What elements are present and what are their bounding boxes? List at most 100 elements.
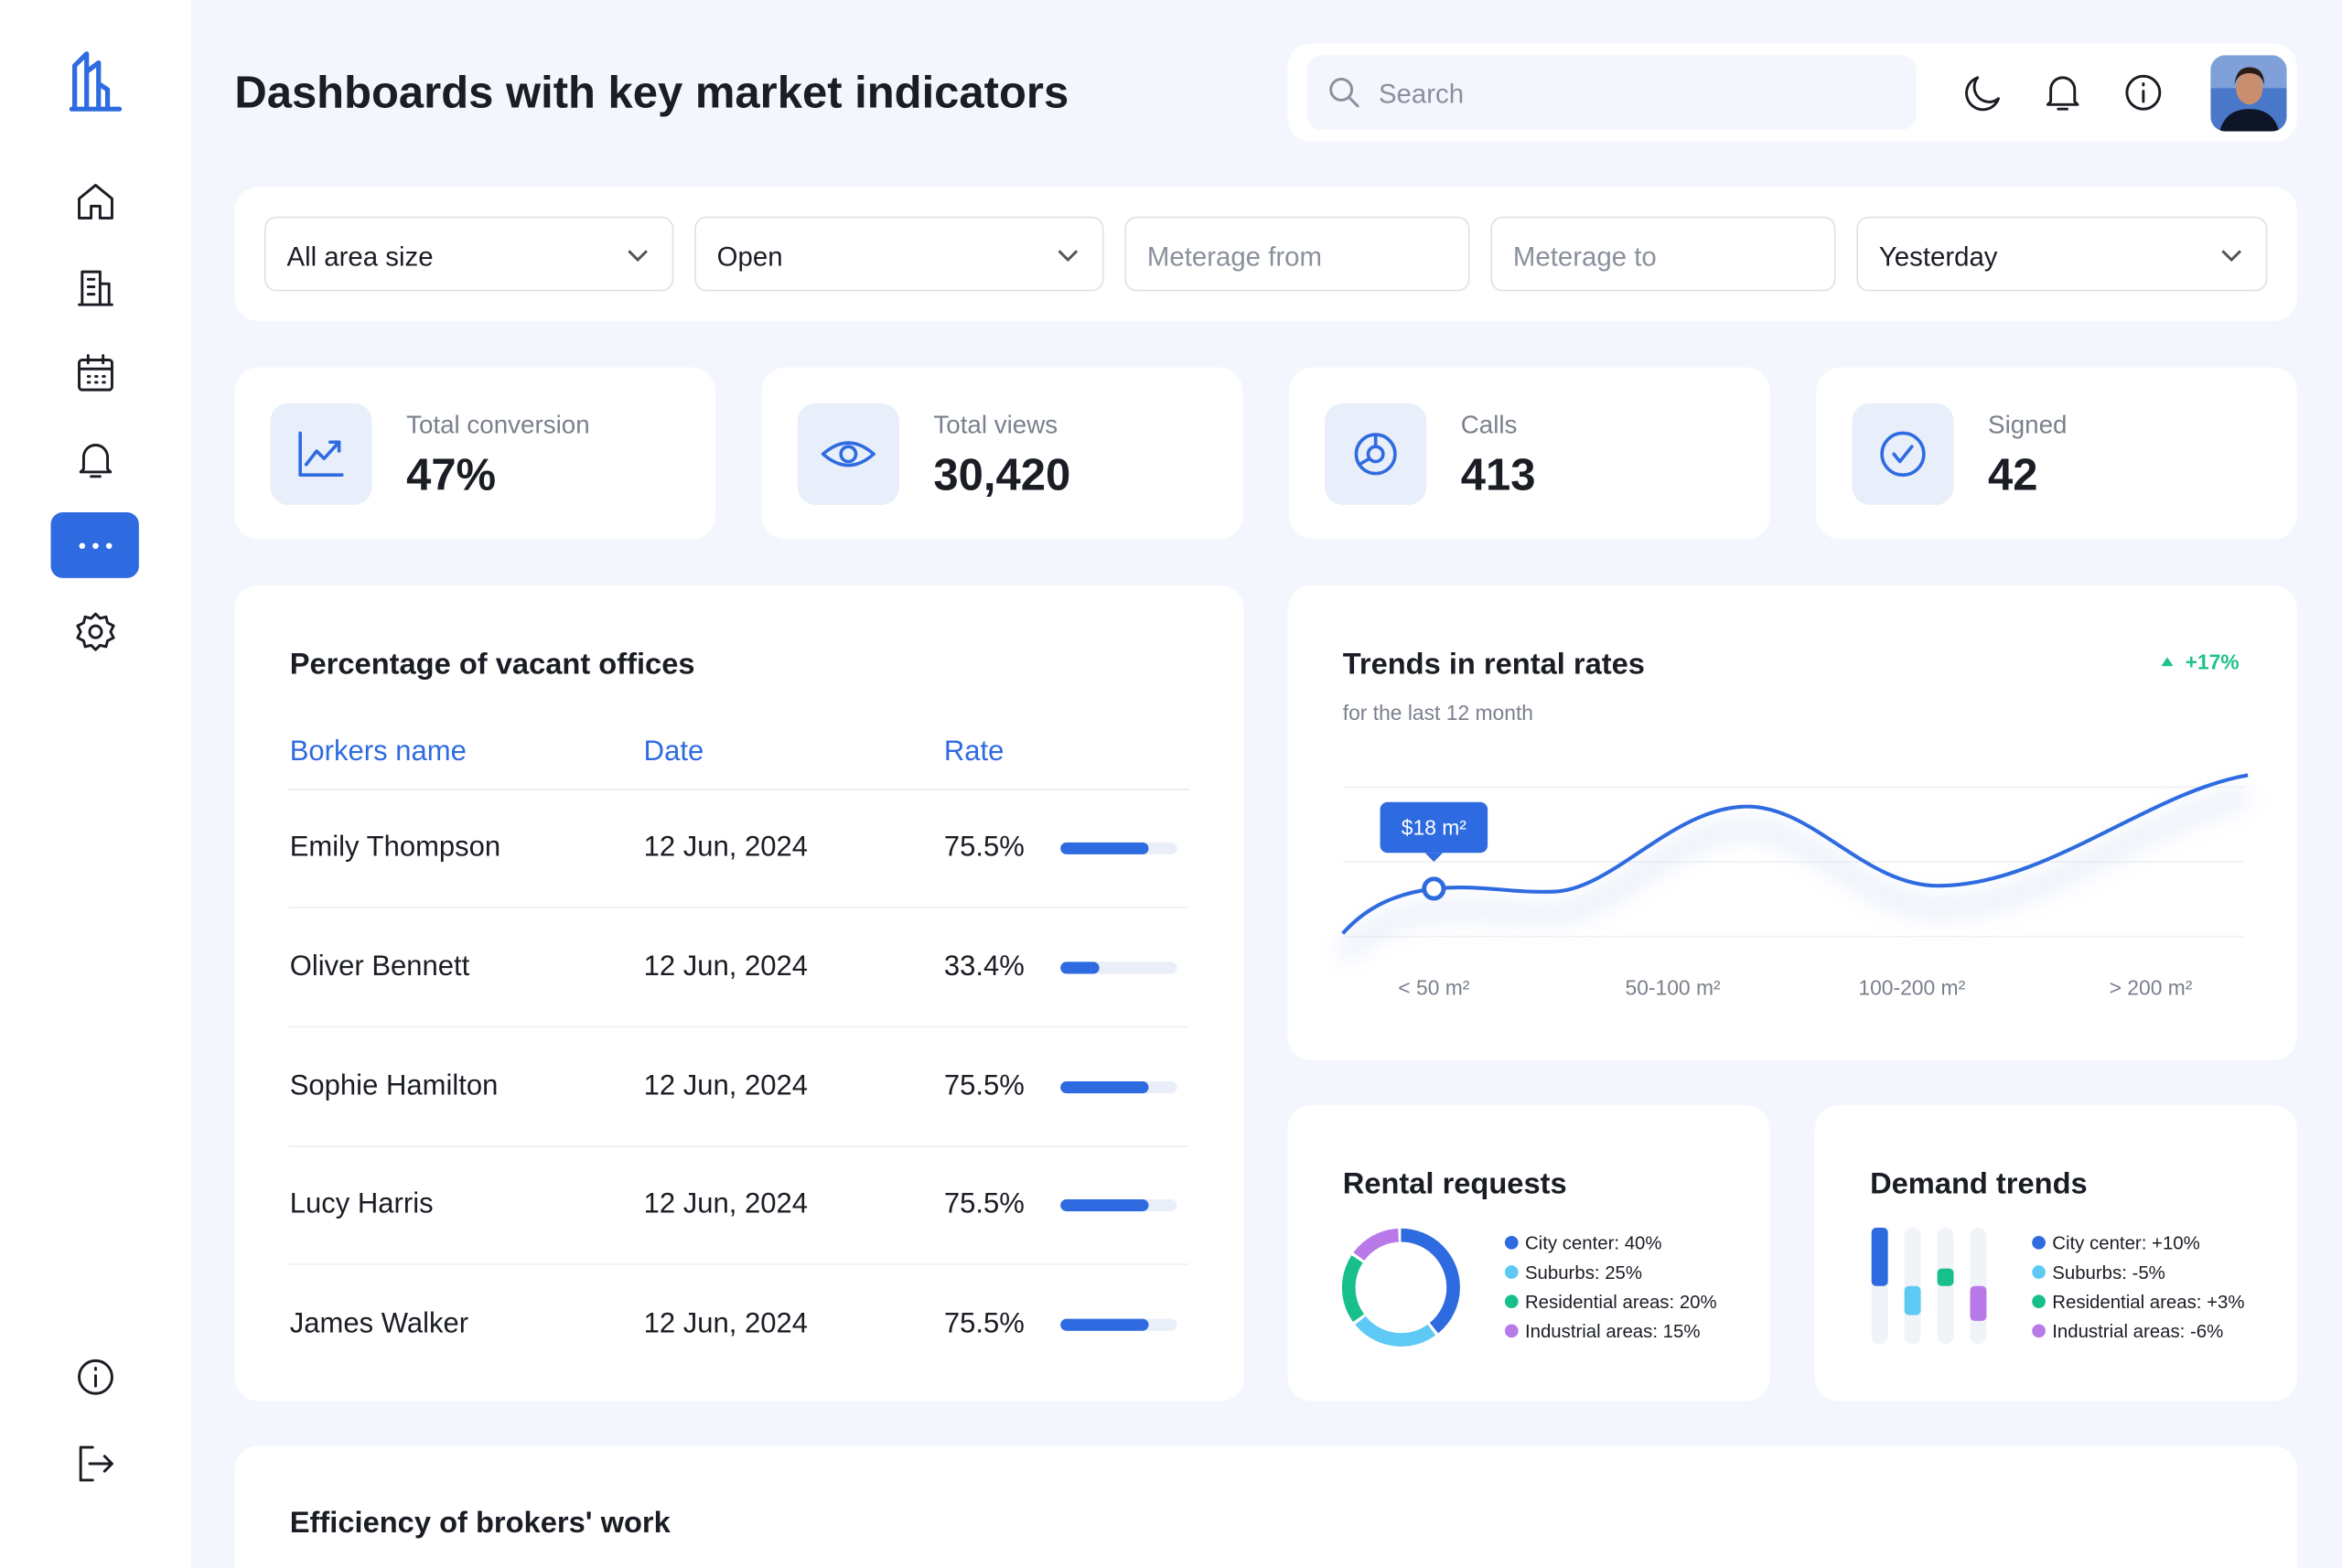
bell-icon[interactable] (2042, 71, 2084, 113)
x-tick-label: < 50 m² (1398, 975, 1469, 999)
stat-value: 47% (406, 451, 497, 500)
demand-bar (1937, 1268, 1954, 1286)
rate-track (1060, 842, 1177, 854)
rate-cell: 75.5% (943, 1308, 1025, 1340)
column-header: Borkers name (289, 736, 467, 768)
legend-dot (1504, 1236, 1519, 1250)
rate-track (1060, 961, 1177, 974)
settings-icon[interactable] (75, 611, 117, 653)
demand-bar (1871, 1228, 1888, 1286)
legend-dot (2032, 1265, 2046, 1279)
demand-trends-card (1814, 1105, 2298, 1402)
card-title: Percentage of vacant offices (289, 648, 695, 682)
legend-dot (2032, 1294, 2046, 1309)
stat-value: 30,420 (933, 451, 1071, 500)
rate-track (1060, 1080, 1177, 1093)
trend-change: +17% (2186, 650, 2240, 673)
info-icon[interactable] (2122, 71, 2165, 113)
tooltip (1380, 801, 1488, 854)
status-select[interactable]: Open (694, 216, 1104, 292)
highlight-point[interactable] (1422, 876, 1446, 901)
card-title: Efficiency of brokers' work (289, 1507, 671, 1541)
info-icon[interactable] (75, 1356, 117, 1398)
stat-label: Calls (1460, 410, 1518, 439)
broker-name: Emily Thompson (289, 832, 501, 864)
rate-bar (1060, 1199, 1149, 1212)
theme-icon[interactable] (1962, 71, 2004, 113)
select-value: Open (716, 242, 783, 273)
row-divider (288, 907, 1189, 908)
rate-bar (1060, 1080, 1149, 1093)
avatar[interactable] (2210, 55, 2287, 132)
legend-label: Industrial areas: -6% (2052, 1322, 2223, 1342)
x-tick-label: > 200 m² (2110, 975, 2193, 999)
broker-name: James Walker (289, 1308, 469, 1340)
row-divider (288, 1144, 1189, 1147)
buildings-icon[interactable] (75, 267, 117, 309)
logo (69, 51, 123, 112)
date-cell: 12 Jun, 2024 (643, 950, 809, 983)
x-tick-label: 100-200 m² (1858, 975, 1965, 999)
search-field[interactable]: Search (1306, 55, 1917, 131)
row-divider (288, 1026, 1189, 1027)
area-select[interactable]: All area size (263, 216, 674, 292)
date-cell: 12 Jun, 2024 (643, 832, 809, 864)
rate-track (1060, 1318, 1177, 1331)
input-placeholder: Meterage from (1146, 242, 1322, 273)
legend-dot (1504, 1265, 1519, 1279)
stat-card: Calls 413 (1288, 367, 1770, 540)
logout-icon[interactable] (75, 1443, 117, 1485)
legend-label: Suburbs: -5% (2052, 1263, 2165, 1283)
legend-label: Suburbs: 25% (1525, 1263, 1642, 1283)
demand-bar (1970, 1285, 1987, 1321)
meterage-from-input[interactable]: Meterage from (1124, 216, 1470, 292)
card-title: Trends in rental rates (1343, 646, 1645, 680)
header-divider (288, 789, 1189, 790)
select-value: All area size (286, 242, 434, 273)
broker-name: Oliver Bennett (289, 950, 470, 983)
rate-bar (1060, 1318, 1149, 1331)
donut-segment (1341, 1228, 1460, 1347)
column-header: Date (643, 736, 704, 768)
stat-label: Total conversion (406, 410, 590, 439)
notifications-icon[interactable] (75, 439, 117, 481)
vacant-offices-card: Percentage of vacant offices Borkers nam… (234, 585, 1244, 1402)
legend-label: Residential areas: +3% (2052, 1293, 2244, 1313)
donut-segment (1341, 1228, 1460, 1347)
date-select[interactable]: Yesterday (1856, 216, 2268, 292)
card-subtitle: for the last 12 month (1343, 701, 1533, 725)
stat-card: Total conversion 47% (234, 367, 716, 540)
rate-track (1060, 1199, 1177, 1212)
legend-dot (2032, 1324, 2046, 1338)
row-divider (288, 1263, 1189, 1266)
rate-cell: 75.5% (943, 832, 1025, 864)
legend-label: City center: 40% (1525, 1234, 1662, 1254)
broker-name: Sophie Hamilton (289, 1069, 499, 1102)
tooltip-pointer (1424, 853, 1444, 863)
meterage-to-input[interactable]: Meterage to (1490, 216, 1836, 292)
efficiency-card: Efficiency of brokers' work (234, 1445, 2298, 1568)
date-cell: 12 Jun, 2024 (643, 1308, 809, 1340)
rate-cell: 33.4% (943, 950, 1025, 983)
card-title: Rental requests (1343, 1165, 1567, 1199)
date-cell: 12 Jun, 2024 (643, 1189, 809, 1221)
stat-value: 413 (1460, 451, 1536, 500)
search-placeholder: Search (1378, 79, 1465, 110)
rate-bar (1060, 961, 1100, 974)
calendar-icon[interactable] (75, 352, 117, 394)
legend-dot (2032, 1236, 2046, 1250)
stat-label: Total views (933, 410, 1058, 439)
home-icon[interactable] (75, 181, 117, 223)
card-title: Demand trends (1870, 1165, 2088, 1199)
legend-label: Industrial areas: 15% (1525, 1322, 1701, 1342)
rate-cell: 75.5% (943, 1189, 1025, 1221)
stat-card: Total views 30,420 (761, 367, 1243, 540)
legend-dot (1504, 1324, 1519, 1338)
sidebar (0, 0, 191, 1568)
stat-card: Signed 42 (1816, 367, 2298, 540)
x-tick-label: 50-100 m² (1626, 975, 1722, 999)
more-button[interactable] (50, 512, 139, 578)
